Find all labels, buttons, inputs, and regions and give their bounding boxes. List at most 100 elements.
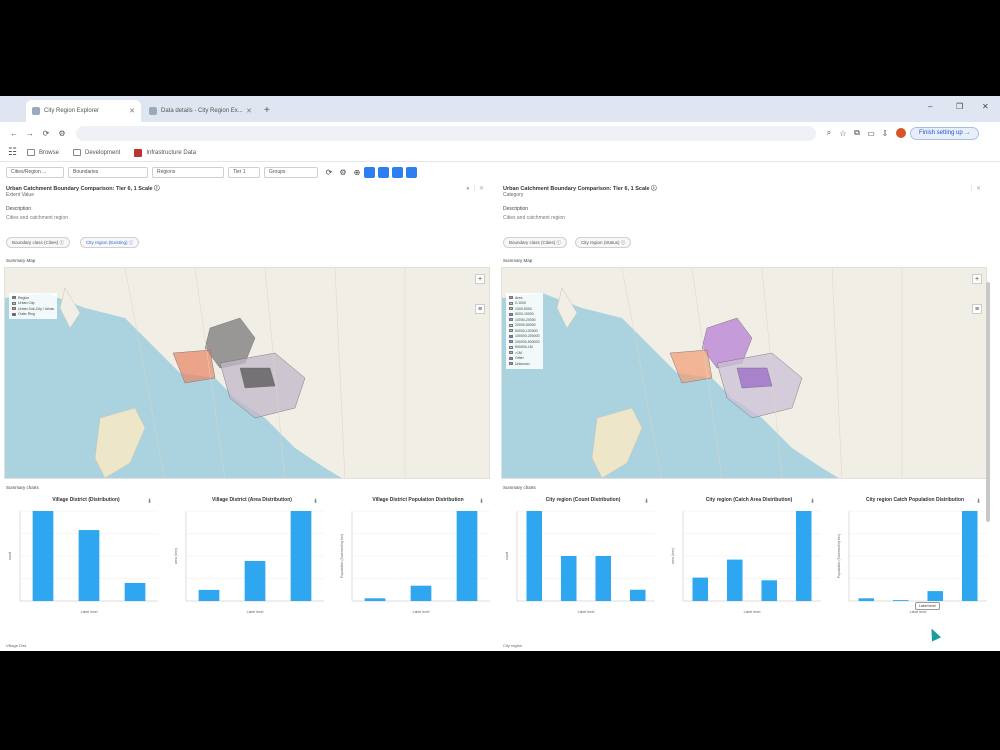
export-button[interactable] bbox=[406, 166, 417, 178]
bar bbox=[560, 556, 577, 601]
map-legend: Area 0-1000 1000-5000 5000-10000 10000-20000… bbox=[506, 293, 543, 369]
menu-item-label: Development bbox=[84, 149, 121, 156]
close-window-icon[interactable]: ✕ bbox=[982, 102, 989, 111]
forward-icon[interactable]: → bbox=[26, 128, 34, 138]
left-map[interactable]: + ≡ Region Urban City Urban Sub-City / Urb… bbox=[4, 267, 490, 479]
layers-button[interactable]: ≡ bbox=[972, 304, 982, 314]
site-info-icon[interactable]: ⚙ bbox=[58, 128, 66, 138]
star-icon[interactable]: ☆ bbox=[839, 128, 847, 138]
refresh-icon[interactable]: ⟳ bbox=[325, 167, 333, 177]
chip-label: City region (Status) ⓘ bbox=[581, 239, 626, 245]
settings-icon[interactable]: ⚙ bbox=[339, 167, 347, 177]
legend-item: Other bbox=[509, 356, 540, 362]
map-legend: Region Urban City Urban Sub-City / Urban Ou… bbox=[9, 293, 58, 319]
browse-icon bbox=[26, 149, 35, 156]
bar-chart-plot: Label level Population (Summed by tier) bbox=[340, 510, 490, 614]
filter-select-groups[interactable]: Groups bbox=[264, 166, 318, 178]
region-chip[interactable]: City region (Status) ⓘ bbox=[575, 237, 632, 248]
filter-icon[interactable]: ⊕ bbox=[353, 167, 361, 177]
browser-tab-active[interactable]: City Region Explorer ✕ bbox=[26, 100, 141, 122]
tab-label: City Region Explorer bbox=[44, 108, 100, 114]
bar bbox=[858, 598, 875, 601]
panel-title: Urban Catchment Boundary Comparison: Tie… bbox=[6, 186, 160, 192]
right-map[interactable]: + ≡ Area 0-1000 1000-5000 5000-10000 10000-2… bbox=[501, 267, 987, 479]
chart-download-icon[interactable]: ⬇ bbox=[643, 499, 649, 505]
close-tab-icon[interactable]: ✕ bbox=[246, 108, 252, 115]
bar-chart-plot: Label level area (km²) bbox=[671, 510, 821, 614]
legend-item: Outer Ring bbox=[12, 312, 54, 318]
chart-title: City region (Count Distribution) bbox=[545, 497, 621, 503]
filter-select-boundaries[interactable]: Boundaries bbox=[68, 166, 148, 178]
filter-select-regions[interactable]: Regions bbox=[152, 166, 224, 178]
filter-select-value: Regions bbox=[157, 169, 176, 175]
chart-download-icon[interactable]: ⬇ bbox=[478, 499, 484, 505]
legend-item: 100000-200000 bbox=[509, 334, 540, 340]
apply-button[interactable] bbox=[364, 166, 375, 178]
map-canvas[interactable] bbox=[502, 268, 987, 479]
menu-item-development[interactable]: Development bbox=[72, 149, 121, 156]
new-tab-icon[interactable]: + bbox=[264, 105, 270, 116]
chart-download-icon[interactable]: ⬇ bbox=[312, 499, 318, 505]
map-canvas[interactable] bbox=[5, 268, 490, 479]
legend-label: 20000-50000 bbox=[515, 323, 536, 328]
menu-item-infrastructure[interactable]: Infrastructure Data bbox=[134, 148, 197, 157]
apps-grid-icon[interactable]: ☷ bbox=[8, 147, 17, 158]
chart-title: City region Catch Population Distributio… bbox=[865, 497, 965, 503]
filter-select-cities[interactable]: Cities/Region ... bbox=[6, 166, 64, 178]
chart-download-icon[interactable]: ⬇ bbox=[809, 499, 815, 505]
tab-favicon-icon bbox=[32, 107, 40, 115]
zoom-in-button[interactable]: + bbox=[972, 274, 982, 284]
reload-icon[interactable]: ⟳ bbox=[42, 128, 50, 138]
chart-download-icon[interactable]: ⬇ bbox=[146, 499, 152, 505]
bar bbox=[410, 585, 432, 601]
download-icon[interactable]: ⇩ bbox=[881, 128, 889, 138]
chip-label: Boundary class (Cities) ⓘ bbox=[509, 239, 562, 245]
menu-item-browse[interactable]: Browse bbox=[26, 149, 59, 156]
panel-controls-icon[interactable]: ⋮ ✕ bbox=[968, 186, 981, 192]
x-axis-label: Label level bbox=[910, 610, 927, 614]
y-axis-label: area (km²) bbox=[174, 548, 178, 564]
legend-item: >1M bbox=[509, 350, 540, 356]
panel-title: Urban Catchment Boundary Comparison: Tie… bbox=[503, 186, 657, 192]
x-axis-label: Label level bbox=[247, 610, 264, 614]
filter-select-tier[interactable]: Tier 1 bbox=[228, 166, 260, 178]
extension-icon[interactable]: ⧉ bbox=[854, 128, 860, 137]
map-road bbox=[264, 268, 286, 478]
search-icon[interactable]: ⌕ bbox=[826, 128, 832, 137]
legend-item: 20000-50000 bbox=[509, 323, 540, 329]
panel-scrollbar[interactable] bbox=[986, 282, 990, 522]
boundary-chip[interactable]: Boundary class (Cities) ⓘ bbox=[503, 237, 568, 248]
browser-tab[interactable]: Data details - City Region Ex... ✕ bbox=[143, 100, 258, 122]
legend-swatch bbox=[509, 351, 513, 355]
compare-button[interactable] bbox=[392, 166, 403, 178]
maximize-icon[interactable]: ❐ bbox=[956, 102, 964, 111]
legend-swatch bbox=[12, 296, 16, 300]
chart-title: City region (Catch Area Distribution) bbox=[705, 497, 793, 503]
bar bbox=[124, 583, 146, 601]
boundary-chip[interactable]: Boundary class (Cities) ⓘ bbox=[6, 237, 71, 248]
close-tab-icon[interactable]: ✕ bbox=[129, 108, 135, 115]
minimize-icon[interactable]: – bbox=[928, 102, 933, 111]
map-view-button[interactable] bbox=[378, 166, 389, 178]
menu-item-label: Infrastructure Data bbox=[146, 149, 197, 156]
legend-swatch bbox=[509, 296, 513, 300]
address-bar[interactable] bbox=[76, 125, 816, 141]
description-label: Description bbox=[503, 206, 529, 212]
legend-label: 10000-20000 bbox=[515, 317, 536, 322]
side-panel-icon[interactable]: ▭ bbox=[867, 128, 875, 138]
layers-button[interactable]: ≡ bbox=[475, 304, 485, 314]
chart-download-icon[interactable]: ⬇ bbox=[975, 499, 981, 505]
panel-subtitle: Category bbox=[503, 192, 524, 198]
bar-chart-plot: Label level count bbox=[8, 510, 158, 614]
panel-subtitle: Extent Value bbox=[6, 192, 34, 198]
bar-chart-plot: Label level area (km²) bbox=[174, 510, 324, 614]
profile-avatar[interactable] bbox=[896, 128, 906, 138]
region-chip[interactable]: City region (Existing) ⓘ bbox=[80, 237, 140, 248]
zoom-in-button[interactable]: + bbox=[475, 274, 485, 284]
map-road bbox=[194, 268, 225, 478]
charts-section-label: Summary charts bbox=[6, 485, 39, 490]
back-icon[interactable]: ← bbox=[10, 128, 18, 138]
bar bbox=[526, 511, 543, 601]
finish-setup-button[interactable]: Finish setting up → bbox=[910, 126, 980, 140]
panel-controls-icon[interactable]: ● ⋮ ✕ bbox=[466, 186, 484, 192]
